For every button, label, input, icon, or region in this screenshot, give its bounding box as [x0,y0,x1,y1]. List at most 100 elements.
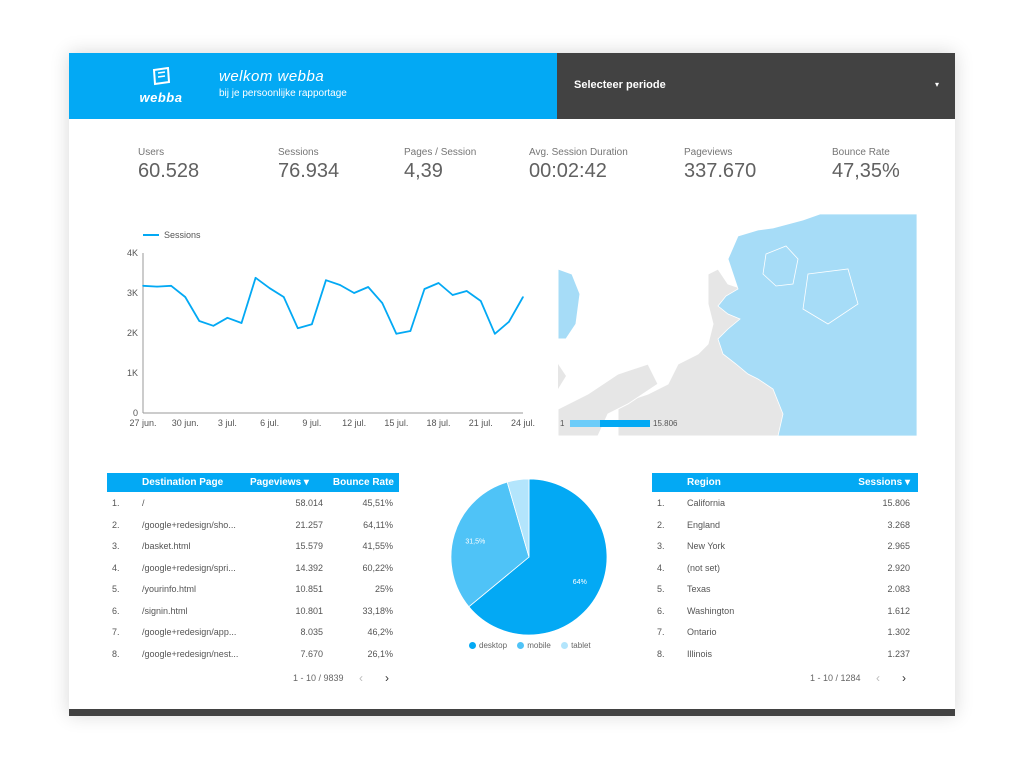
map-legend-max: 15.806 [653,419,678,428]
data-point [522,296,524,298]
legend-item-desktop[interactable]: desktop [469,641,507,650]
prev-page-icon[interactable]: ‹ [876,671,880,685]
kpi-bounce-rate: Bounce Rate 47,35% [832,147,900,183]
region-west [558,268,581,340]
data-point [254,277,257,279]
region-map: 1 15.806 [558,214,917,436]
column-header-bounce-rate[interactable]: Bounce Rate [332,477,394,488]
column-header-region[interactable]: Region [687,477,721,488]
legend-label: tablet [571,641,591,650]
data-point [353,292,355,294]
kpi-label: Bounce Rate [832,147,890,158]
kpi-value: 47,35% [832,160,900,182]
data-point [226,317,229,319]
row-number: 1. [657,498,665,508]
row-number: 4. [112,562,120,573]
next-page-icon[interactable]: › [902,671,906,685]
x-tick-label: 3 jul. [218,418,237,428]
kpi-pageviews: Pageviews 337.670 [684,147,756,183]
kpi-label: Pages / Session [404,147,477,158]
destination-page-pagination: 1 - 10 / 9839 ‹ › [293,671,403,685]
prev-page-icon[interactable]: ‹ [359,671,363,685]
table-row: 4. /google+redesign/spri... 14.392 60,22% [107,557,399,579]
header-banner: webba welkom webba bij je persoonlijke r… [69,53,557,119]
pie-slice-desktop [468,478,608,636]
pie-legend: desktop mobile tablet [469,641,591,650]
table-row: 1. / 58.014 45,51% [107,492,399,514]
row-number: 3. [657,541,665,551]
kpi-value: 337.670 [684,160,757,182]
legend-label-sessions: Sessions [164,230,201,240]
kpi-avg-session-duration: Avg. Session Duration 00:02:42 [529,147,628,183]
legend-item-mobile[interactable]: mobile [517,641,551,650]
legend-label: desktop [479,641,508,650]
cell-pageviews: 7.670 [300,648,323,659]
cell-sessions: 3.268 [887,519,910,530]
kpi-label: Pageviews [684,147,733,158]
table-row: 3. /basket.html 15.579 41,55% [107,535,399,557]
logo-text: webba [139,90,183,105]
x-tick-label: 9 jul. [302,418,321,428]
kpi-value: 4,39 [404,160,443,182]
kpi-label: Avg. Session Duration [529,147,628,158]
row-number: 6. [657,605,665,616]
cell-bounce-rate: 60,22% [362,562,393,573]
data-point [508,321,510,323]
column-header-pageviews[interactable]: Pageviews ▾ [250,477,309,488]
welcome-subtitle: bij je persoonlijke rapportage [219,88,347,99]
pagination-range: 1 - 10 / 9839 [293,673,344,683]
data-point [451,294,454,296]
y-tick-label: 2K [127,328,138,338]
cell-region: Washington [687,605,735,616]
x-tick-label: 21 jul. [469,418,493,428]
row-number: 8. [657,648,665,659]
cell-bounce-rate: 33,18% [362,605,393,616]
row-number: 5. [657,584,665,594]
cell-pageviews: 10.851 [295,584,323,594]
cell-region: (not set) [687,562,721,573]
cell-region: California [687,498,726,508]
data-point [325,279,327,281]
kpi-label: Sessions [278,147,319,158]
sessions-line-chart: Sessions 0 1K 2K 3K 4K 27 jun. 30 jun. 3 jul. 6 j… [127,230,535,428]
column-header-sessions[interactable]: Sessions ▾ [858,477,910,488]
data-point [339,284,341,286]
legend-item-tablet[interactable]: tablet [561,641,591,650]
y-tick-label: 0 [133,408,138,418]
footer-bar [69,709,955,716]
data-point [409,330,412,332]
table-row: 7. Ontario 1.302 [652,621,918,643]
pie-value-label: 31,5% [465,538,485,545]
period-label: Selecteer periode [574,79,666,91]
row-number: 5. [112,584,120,594]
pagination-range: 1 - 10 / 1284 [810,673,861,683]
next-page-icon[interactable]: › [385,671,389,685]
data-point [367,286,369,288]
kpi-value: 60.528 [138,160,200,182]
dropdown-arrow-icon[interactable]: ▾ [934,80,939,89]
table-row: 6. Washington 1.612 [652,600,918,622]
x-tick-label: 15 jul. [384,418,408,428]
table-row: 5. Texas 2.083 [652,578,918,600]
data-point [437,282,440,284]
period-selector[interactable]: Selecteer periode ▾ [557,53,955,119]
series-line-sessions [142,276,524,335]
legend-dot [469,642,476,649]
cell-page: /google+redesign/sho... [142,519,236,530]
cell-region: Ontario [687,627,717,637]
data-point [465,290,468,292]
cell-page: / [142,498,145,508]
land-west [558,364,566,389]
cell-region: Illinois [687,648,713,659]
region-highlight [717,214,917,436]
data-point [282,296,285,298]
table-row: 8. Illinois 1.237 [652,643,918,665]
data-point [240,322,243,324]
kpi-value: 00:02:42 [529,160,607,182]
cell-pageviews: 21.257 [295,519,323,530]
column-header-destination-page[interactable]: Destination Page [142,477,224,488]
region-table: Region Sessions ▾ 1. California 15.806 2. E… [652,473,918,664]
map-legend-bar [570,420,650,427]
destination-page-table: Destination Page Pageviews ▾ Bounce Rate… [107,473,399,664]
row-number: 7. [112,627,120,637]
